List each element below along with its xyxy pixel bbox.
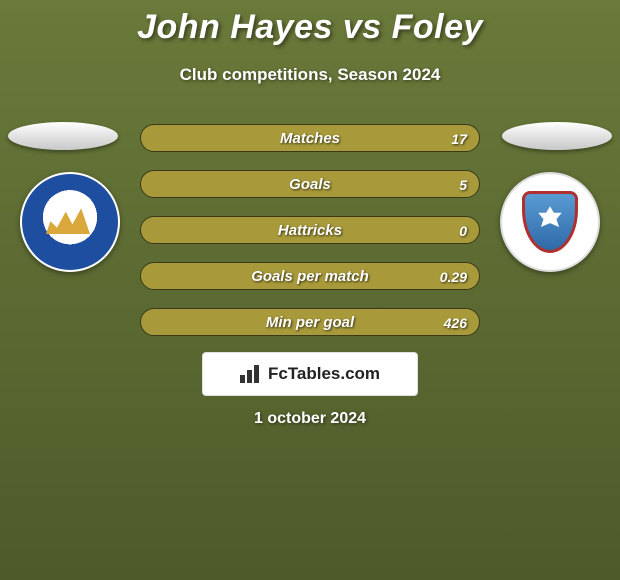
bar-chart-icon xyxy=(240,365,262,383)
stat-label: Min per goal xyxy=(141,309,479,336)
stat-value: 0 xyxy=(459,217,467,244)
brand-link[interactable]: FcTables.com xyxy=(202,352,418,396)
stat-bars: Matches 17 Goals 5 Hattricks 0 Goals per… xyxy=(140,124,480,354)
comparison-card: John Hayes vs Foley Club competitions, S… xyxy=(0,0,620,580)
player-avatar-left-ring xyxy=(8,122,118,150)
team-crest-left xyxy=(20,172,120,272)
stat-value: 0.29 xyxy=(440,263,467,290)
stat-value: 5 xyxy=(459,171,467,198)
footer-date: 1 october 2024 xyxy=(0,410,620,428)
page-title: John Hayes vs Foley xyxy=(0,0,620,47)
shield-icon xyxy=(522,191,578,253)
stat-row-hattricks: Hattricks 0 xyxy=(140,216,480,244)
stat-value: 426 xyxy=(444,309,467,336)
stat-label: Hattricks xyxy=(141,217,479,244)
stat-row-goals-per-match: Goals per match 0.29 xyxy=(140,262,480,290)
stat-row-matches: Matches 17 xyxy=(140,124,480,152)
brand-text: FcTables.com xyxy=(268,364,380,384)
stat-label: Goals xyxy=(141,171,479,198)
team-crest-right xyxy=(500,172,600,272)
stat-row-min-per-goal: Min per goal 426 xyxy=(140,308,480,336)
stat-value: 17 xyxy=(451,125,467,152)
stat-label: Goals per match xyxy=(141,263,479,290)
page-subtitle: Club competitions, Season 2024 xyxy=(0,65,620,85)
stat-row-goals: Goals 5 xyxy=(140,170,480,198)
player-avatar-right-ring xyxy=(502,122,612,150)
stat-label: Matches xyxy=(141,125,479,152)
